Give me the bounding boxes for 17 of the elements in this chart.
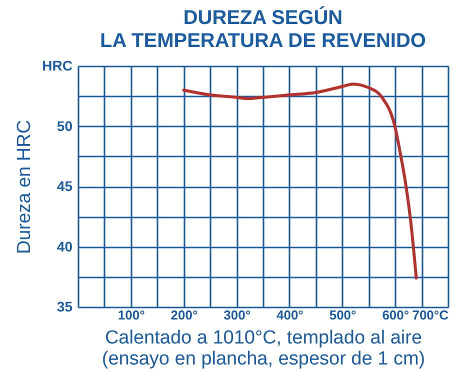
y-tick-label: 50 xyxy=(56,118,73,134)
x-tick-label: 500° xyxy=(329,308,356,322)
text: Calentado a 1010°C, templado al aire xyxy=(104,328,422,348)
x-tick-label: 200° xyxy=(170,308,198,322)
x-tick-label: 600° xyxy=(382,308,410,322)
y-tick-label: 45 xyxy=(56,178,73,194)
x-tick-label: 300° xyxy=(224,308,251,322)
x-tick-label: 400° xyxy=(276,308,304,322)
text: (ensayo en plancha, espesor de 1 cm) xyxy=(102,348,426,370)
y-tick-label: 35 xyxy=(56,298,73,314)
line-series xyxy=(182,82,418,280)
x-tick-label: 700°C xyxy=(412,308,450,322)
y-tick-label: HRC xyxy=(42,58,72,74)
x-tick-label: 100° xyxy=(118,308,145,322)
y-tick-label: 40 xyxy=(56,238,73,254)
y-axis-title: Dureza en HRC xyxy=(14,120,36,254)
chart-title: DUREZA SEGÚN LA TEMPERATURA DE REVENIDO xyxy=(100,6,426,52)
